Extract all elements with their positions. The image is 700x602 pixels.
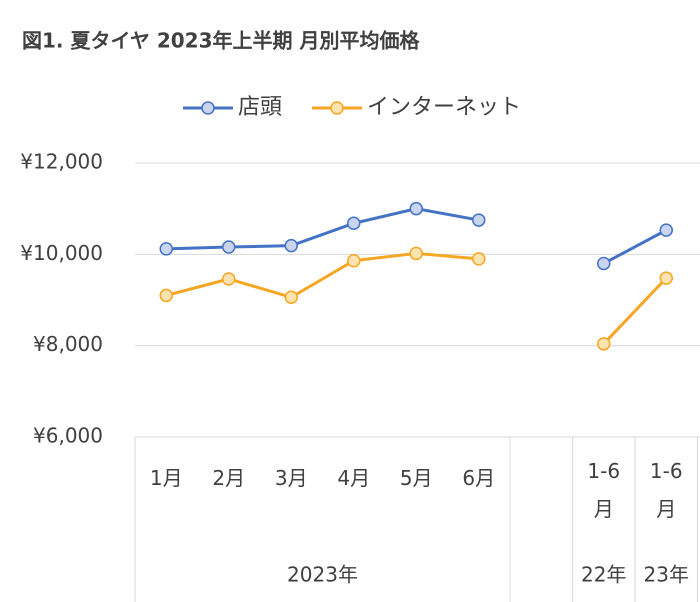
point xyxy=(659,271,673,285)
point xyxy=(659,223,673,237)
y-tick-label: ¥8,000 xyxy=(33,332,103,356)
point xyxy=(347,216,361,231)
point xyxy=(409,201,423,216)
series-line xyxy=(166,207,480,251)
y-tick-label: ¥6,000 xyxy=(33,424,103,448)
x-tick-label: 5月 xyxy=(399,466,433,490)
point xyxy=(409,246,423,261)
series-line xyxy=(165,251,479,299)
group-label: 2023年 xyxy=(287,563,358,587)
point xyxy=(222,240,236,254)
x-tick-label: 1-6月 xyxy=(649,459,683,521)
x-tick-label: 6月 xyxy=(462,466,496,490)
point xyxy=(159,288,173,303)
point xyxy=(472,213,486,227)
group-label: 22年 xyxy=(581,563,626,587)
point xyxy=(597,256,611,271)
point xyxy=(472,252,486,266)
series-line xyxy=(602,277,668,345)
legend-label: インターネット xyxy=(367,95,521,120)
x-tick-label: 2月 xyxy=(212,466,246,490)
point xyxy=(597,337,611,351)
group-label: 23年 xyxy=(644,563,689,587)
x-tick-label: 4月 xyxy=(337,466,371,490)
x-tick-label: 1-6月 xyxy=(587,459,621,521)
legend-marker xyxy=(330,101,344,115)
series-line xyxy=(603,228,667,265)
point xyxy=(159,242,173,256)
point xyxy=(284,238,298,253)
x-tick-label: 3月 xyxy=(274,466,308,490)
point xyxy=(284,290,298,305)
x-tick-label: 1月 xyxy=(149,466,183,490)
legend-label: 店頭 xyxy=(238,95,282,120)
legend-marker xyxy=(201,101,215,115)
point xyxy=(347,253,361,268)
chart-title: 図1. 夏タイヤ 2023年上半期 月別平均価格 xyxy=(22,29,420,53)
y-tick-label: ¥10,000 xyxy=(20,241,103,265)
y-tick-label: ¥12,000 xyxy=(20,150,103,174)
point xyxy=(222,272,236,286)
